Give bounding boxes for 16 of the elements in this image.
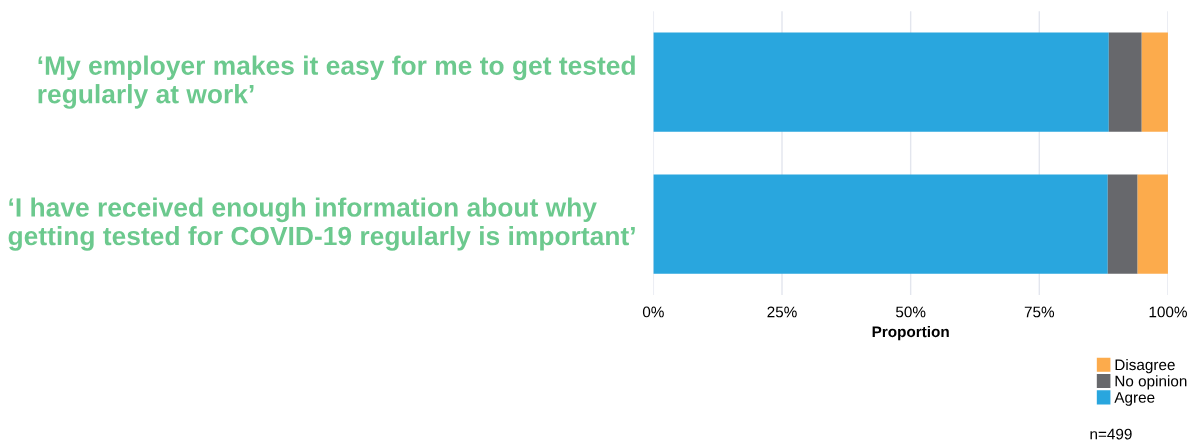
x-tick-label: 100% — [1149, 306, 1187, 318]
legend-label: Disagree — [1115, 358, 1175, 374]
legend-label: Agree — [1114, 392, 1155, 406]
text: n=499 — [1090, 428, 1132, 440]
bar — [1108, 32, 1142, 132]
x-tick-label: 25% — [767, 306, 797, 318]
y-tick-label: ‘I have received enough information about why getting tested for COVID-19 regularly is important’ — [8, 197, 635, 251]
x-tick-label: 50% — [895, 306, 926, 318]
legend-label: No opinion — [1115, 375, 1187, 390]
y-tick-label: ‘My employer makes it easy for me to get tested regularly at work’ — [38, 55, 635, 109]
bar — [1137, 174, 1168, 274]
x-axis-title: Proportion — [872, 325, 949, 341]
bar — [1107, 174, 1138, 274]
x-tick-label: 0% — [642, 306, 664, 318]
bar — [1141, 32, 1168, 132]
x-tick-label: 75% — [1024, 306, 1055, 318]
